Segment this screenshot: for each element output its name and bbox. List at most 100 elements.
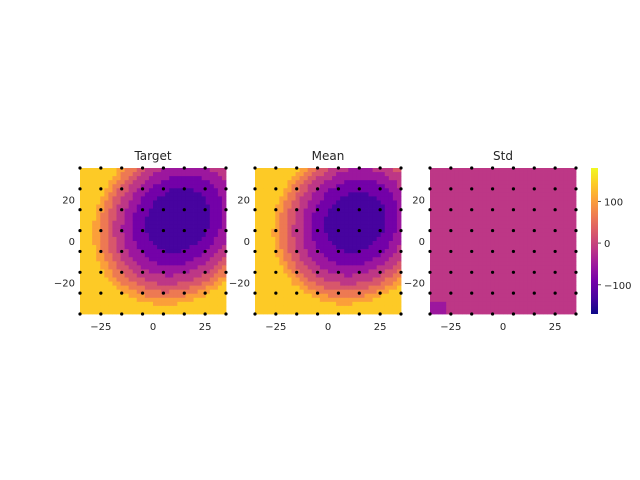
heatmap-cell [454,257,459,262]
sample-point [378,166,382,170]
heatmap-cell [332,204,337,209]
heatmap-cell [490,232,496,238]
heatmap-cell [511,285,516,291]
heatmap-cell [303,241,309,246]
heatmap-cell [279,220,284,226]
heatmap-cell [507,293,512,299]
heatmap-cell [80,245,85,250]
heatmap-cell [120,184,126,189]
heatmap-cell [287,309,292,315]
heatmap-cell [368,212,374,218]
sample-point [120,166,124,170]
heatmap-cell [177,261,182,266]
heatmap-cell [132,249,138,254]
heatmap-cell [279,241,284,246]
heatmap-cell [482,220,488,226]
heatmap-cell [364,168,369,173]
heatmap-cell [384,257,390,262]
heatmap-cell [434,305,439,311]
heatmap-cell [430,305,435,311]
heatmap-cell [201,253,207,258]
heatmap-cell [507,220,512,226]
heatmap-cell [535,176,540,181]
heatmap-cell [352,265,357,270]
heatmap-cell [185,273,190,278]
heatmap-cell [450,269,455,274]
heatmap-cell [84,289,89,295]
heatmap-cell [543,301,549,307]
heatmap-cell [571,293,577,299]
heatmap-cell [108,192,113,197]
heatmap-cell [474,265,480,270]
heatmap-cell [332,253,337,258]
heatmap-cell [88,257,93,262]
heatmap-cell [466,180,471,185]
heatmap-cell [299,184,305,189]
heatmap-cell [527,168,532,173]
heatmap-cell [177,281,182,287]
heatmap-cell [531,196,536,201]
heatmap-cell [311,228,317,234]
mean-sample-points [253,166,403,316]
heatmap-cell [523,224,528,230]
heatmap-cell [462,285,467,291]
heatmap-cell [519,305,524,311]
heatmap-cell [205,257,211,262]
sample-point [449,312,453,316]
heatmap-cell [116,188,121,193]
heatmap-cell [396,196,402,201]
heatmap-cell [555,261,561,266]
heatmap-cell [104,236,109,242]
heatmap-cell [434,253,439,258]
heatmap-cell [458,188,463,193]
heatmap-cell [104,273,109,278]
heatmap-cell [201,184,207,189]
heatmap-cell [104,289,109,295]
heatmap-cell [185,200,190,205]
heatmap-cell [132,228,138,234]
heatmap-cell [323,220,329,226]
heatmap-cell [430,196,435,201]
heatmap-cell [511,265,516,270]
heatmap-cell [442,249,447,254]
heatmap-cell [96,204,101,209]
heatmap-cell [271,305,276,311]
heatmap-cell [430,184,435,189]
heatmap-cell [205,176,211,181]
heatmap-cell [161,192,166,197]
heatmap-cell [267,196,272,201]
heatmap-cell [104,249,109,254]
heatmap-cell [567,281,573,287]
heatmap-cell [430,212,435,218]
heatmap-cell [438,232,443,238]
heatmap-cell [185,277,190,282]
heatmap-cell [498,236,504,242]
heatmap-cell [279,277,284,282]
heatmap-cell [323,241,329,246]
heatmap-cell [100,241,105,246]
heatmap-cell [380,192,386,197]
heatmap-cell [299,245,305,250]
heatmap-cell [478,273,484,278]
heatmap-cell [299,301,305,307]
heatmap-cell [446,172,451,177]
heatmap-cell [173,309,178,315]
heatmap-cell [307,228,313,234]
heatmap-cell [112,289,117,295]
sample-point [470,187,474,191]
heatmap-cell [515,277,520,282]
heatmap-cell [132,196,138,201]
heatmap-cell [116,216,121,222]
heatmap-cell [169,273,174,278]
heatmap-cell [364,212,369,218]
heatmap-cell [148,232,154,238]
heatmap-cell [80,269,85,274]
heatmap-cell [551,241,557,246]
heatmap-cell [173,220,178,226]
heatmap-cell [319,216,325,222]
heatmap-cell [523,253,528,258]
heatmap-cell [267,253,272,258]
heatmap-cell [344,261,349,266]
heatmap-cell [543,281,549,287]
heatmap-cell [165,188,170,193]
